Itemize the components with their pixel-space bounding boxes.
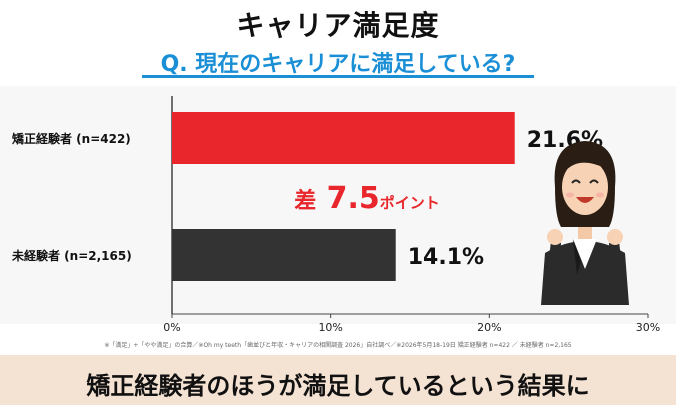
category-label: 未経験者 (n=2,165) — [11, 248, 132, 263]
businesswoman-cheering-icon — [541, 141, 629, 305]
data-label: 14.1% — [408, 245, 484, 270]
bar-2 — [172, 229, 396, 281]
difference-annotation: 差 7.5ポイント — [294, 181, 440, 216]
x-tick-label: 20% — [477, 321, 501, 334]
question-underline — [142, 75, 534, 78]
x-tick-label: 10% — [318, 321, 342, 334]
footnote: ※「満足」+「やや満足」の合算／※Oh my teeth「歯並びと年収・キャリア… — [104, 342, 572, 349]
chart-title: キャリア満足度 — [236, 9, 440, 42]
category-label: 矯正経験者 (n=422) — [11, 131, 131, 146]
question-text: Q. 現在のキャリアに満足している? — [160, 52, 516, 77]
summary-banner: 矯正経験者のほうが満足しているという結果に — [0, 355, 676, 405]
summary-text: 矯正経験者のほうが満足しているという結果に — [86, 372, 590, 400]
bar-chart: 0% 10% 20% 30%矯正経験者 (n=422) 21.6%未経験者 (n=2,1… — [11, 96, 660, 334]
x-tick-label: 30% — [636, 321, 660, 334]
bar-1 — [172, 112, 515, 164]
x-tick-label: 0% — [163, 321, 180, 334]
